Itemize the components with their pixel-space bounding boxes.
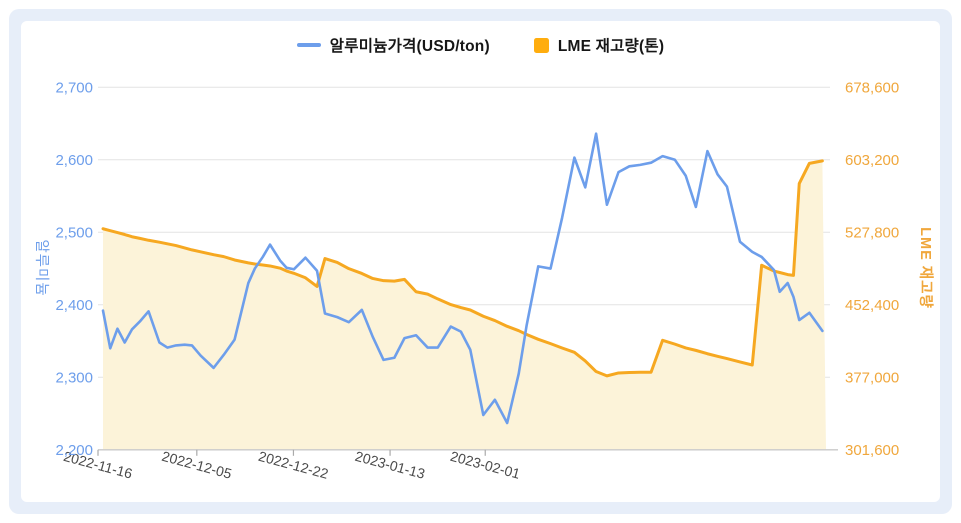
left-axis-title: 알루미늄 (33, 239, 50, 296)
right-axis-tick-label: 678,600 (845, 79, 899, 96)
right-axis-tick-label: 527,800 (845, 224, 899, 241)
left-axis-tick-label: 2,200 (55, 442, 93, 459)
legend-label-aluminum-price: 알루미늄가격(USD/ton) (329, 38, 490, 55)
chart-legend: 알루미늄가격(USD/ton) LME 재고량(톤) (0, 34, 961, 56)
left-axis-tick-label: 2,700 (55, 79, 93, 96)
right-axis-tick-label: 301,600 (845, 442, 899, 459)
left-axis-tick-label: 2,600 (55, 152, 93, 169)
legend-item-aluminum-price[interactable]: 알루미늄가격(USD/ton) (296, 34, 490, 56)
right-axis-title: LME 재고량 (917, 227, 935, 309)
legend-item-lme-stock[interactable]: LME 재고량(톤) (533, 34, 665, 56)
series-lme-stock-line (101, 159, 824, 378)
left-axis-tick-label: 2,300 (55, 369, 93, 386)
right-axis-tick-label: 603,200 (845, 152, 899, 169)
series-aluminum-price-line (101, 132, 824, 425)
series-lme-stock-area (103, 160, 826, 450)
right-axis-tick-label: 452,400 (845, 297, 899, 314)
legend-label-lme-stock: LME 재고량(톤) (557, 38, 665, 55)
right-axis-tick-label: 377,000 (845, 369, 899, 386)
left-axis-tick-label: 2,500 (55, 224, 93, 241)
legend-line-marker-icon (296, 43, 321, 47)
left-axis-tick-label: 2,400 (55, 297, 93, 314)
legend-square-marker-icon (533, 37, 549, 53)
